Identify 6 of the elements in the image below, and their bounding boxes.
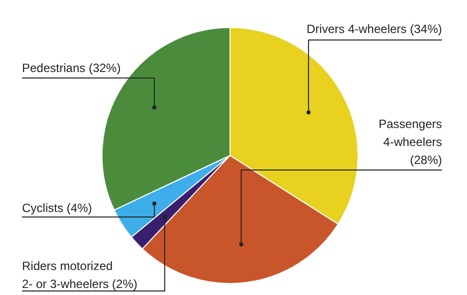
data-label: (28%) — [410, 153, 442, 167]
slice-label: Pedestrians (32%) — [22, 61, 121, 75]
slice-label: Drivers 4-wheelers (34%) — [306, 22, 442, 36]
slice-label: Cyclists (4%) — [22, 201, 92, 215]
slice-label: Riders motorized 2- or 3-wheelers (2%) — [22, 259, 138, 291]
slice-label: Passengers 4-wheelers — [378, 117, 442, 149]
